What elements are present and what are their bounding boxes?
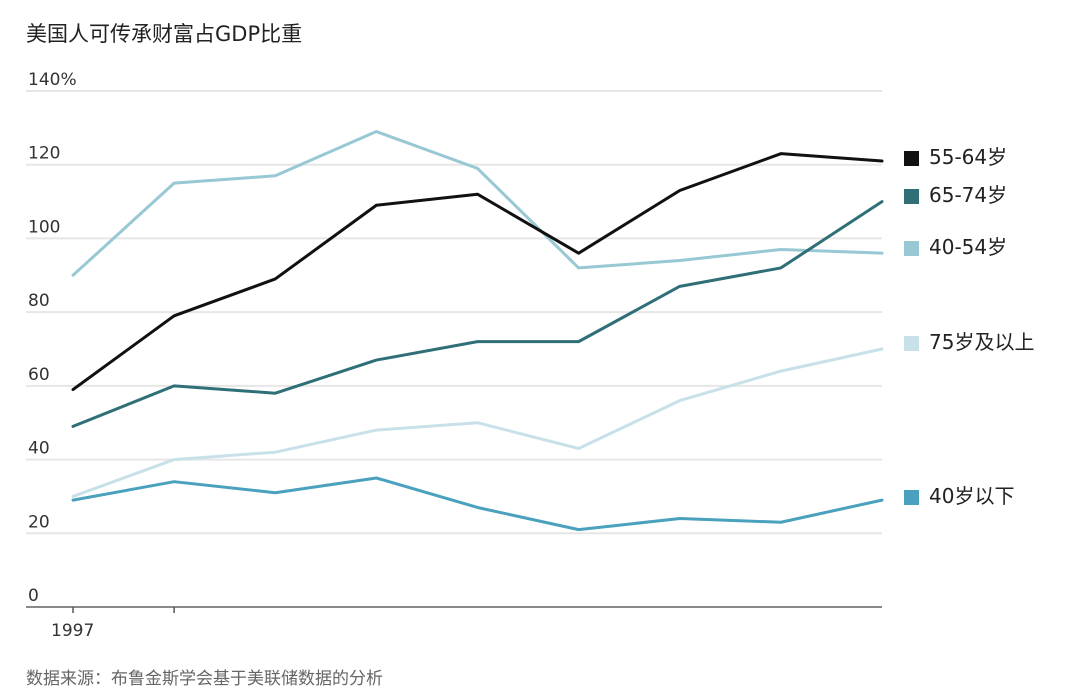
series-line	[71, 130, 884, 277]
series-line	[71, 476, 884, 532]
y-tick-label: 20	[28, 512, 50, 532]
legend-label: 75岁及以上	[929, 330, 1034, 354]
y-axis-tick-labels: 0 20 40 60 80 100 120 140%	[28, 70, 77, 606]
x-axis: 1997	[26, 606, 882, 641]
legend-swatch	[904, 189, 919, 204]
series-lines	[71, 130, 884, 532]
legend-swatch	[904, 241, 919, 256]
x-tick-label: 1997	[51, 621, 94, 641]
y-tick-label: 40	[28, 439, 50, 459]
y-tick-label: 60	[28, 365, 50, 385]
legend-swatch	[904, 151, 919, 166]
y-tick-label: 100	[28, 217, 60, 237]
y-tick-label: 140%	[28, 70, 77, 90]
gridlines	[26, 90, 882, 535]
legend-label: 40岁以下	[929, 484, 1014, 508]
legend: 55-64岁 65-74岁 40-54岁 75岁及以上 40岁以下	[904, 145, 1034, 508]
data-source-note: 数据来源：布鲁金斯学会基于美联储数据的分析	[26, 669, 383, 689]
y-tick-label: 0	[28, 586, 39, 606]
y-tick-label: 80	[28, 291, 50, 311]
legend-swatch	[904, 490, 919, 505]
legend-swatch	[904, 336, 919, 351]
series-line	[71, 200, 884, 428]
legend-label: 40-54岁	[929, 235, 1007, 259]
series-line	[71, 152, 884, 392]
legend-label: 65-74岁	[929, 183, 1007, 207]
series-line	[71, 347, 884, 498]
y-tick-label: 120	[28, 144, 60, 164]
legend-label: 55-64岁	[929, 145, 1007, 169]
chart-title: 美国人可传承财富占GDP比重	[26, 22, 303, 46]
